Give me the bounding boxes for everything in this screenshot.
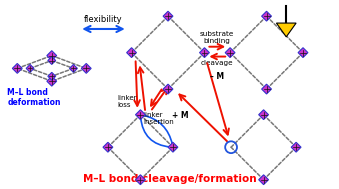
Polygon shape (262, 11, 272, 21)
Polygon shape (136, 175, 145, 185)
Polygon shape (136, 110, 145, 120)
Text: M–L bond cleavage/formation: M–L bond cleavage/formation (83, 174, 257, 184)
Polygon shape (259, 110, 268, 120)
Polygon shape (200, 48, 210, 58)
Text: flexibility: flexibility (84, 15, 122, 24)
Text: M–L bond
deformation: M–L bond deformation (7, 88, 61, 108)
Polygon shape (163, 11, 173, 21)
Polygon shape (259, 175, 268, 185)
Polygon shape (298, 48, 308, 58)
Polygon shape (291, 142, 301, 152)
Text: + M: + M (172, 111, 188, 120)
Polygon shape (163, 84, 173, 94)
Polygon shape (69, 64, 77, 72)
Polygon shape (127, 48, 137, 58)
Polygon shape (81, 64, 91, 73)
Polygon shape (47, 76, 57, 86)
Polygon shape (48, 57, 56, 64)
Text: substrate
binding: substrate binding (200, 31, 235, 44)
Polygon shape (262, 84, 272, 94)
Polygon shape (103, 142, 113, 152)
Polygon shape (168, 142, 178, 152)
Polygon shape (48, 72, 56, 80)
Polygon shape (225, 48, 235, 58)
Polygon shape (276, 23, 296, 37)
Polygon shape (26, 64, 34, 72)
Text: – M: – M (211, 72, 224, 81)
Text: linker
loss: linker loss (118, 95, 137, 108)
Text: linker
insertion: linker insertion (143, 112, 174, 125)
Polygon shape (12, 64, 22, 73)
Text: cleavage: cleavage (201, 60, 234, 66)
Polygon shape (47, 51, 57, 60)
